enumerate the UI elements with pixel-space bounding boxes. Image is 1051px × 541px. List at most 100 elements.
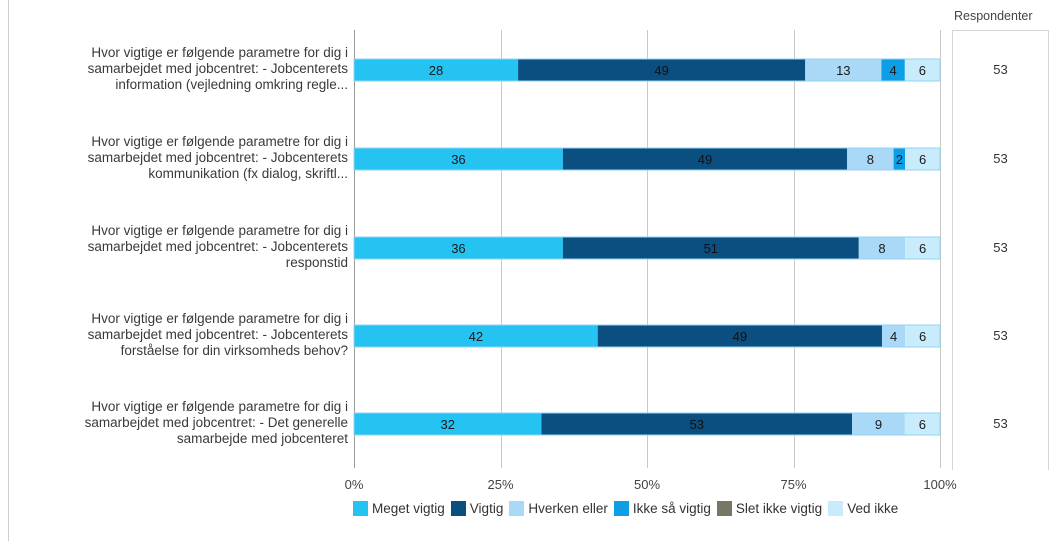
bar-segment (881, 325, 906, 347)
legend-item: Vigtig (450, 499, 504, 517)
question-label-line: Hvor vigtige er følgende parametre for d… (91, 311, 348, 326)
bar-outline (353, 147, 941, 171)
bar-segment (905, 325, 940, 347)
data-label: 4 (890, 63, 897, 78)
legend-item: Ved ikke (828, 499, 898, 517)
data-label: 28 (429, 63, 443, 78)
x-tick-label: 75% (780, 477, 806, 492)
chart-legend: Meget vigtig Vigtig Hverken eller Ikke så v… (353, 499, 913, 517)
x-tick-label: 25% (487, 477, 513, 492)
bar-segment (354, 413, 542, 435)
legend-label: Ved ikke (847, 500, 899, 516)
data-label: 32 (441, 417, 455, 432)
question-label-line: Hvor vigtige er følgende parametre for d… (91, 223, 348, 238)
data-label: 8 (867, 152, 874, 167)
bar-segment (847, 148, 894, 170)
data-label: 13 (836, 63, 850, 78)
question-label-line: information (vejledning omkring regle... (115, 77, 348, 92)
data-label: 6 (919, 329, 926, 344)
x-tick-label: 50% (634, 477, 660, 492)
bar-segment (597, 325, 882, 347)
bar-segment (562, 148, 848, 170)
data-label: 53 (690, 417, 704, 432)
x-tick-label: 100% (923, 477, 957, 492)
legend-swatch (716, 500, 732, 516)
legend-swatch (353, 500, 368, 516)
question-label-line: samarbejdet med jobcentret: - Jobcentere… (87, 327, 348, 342)
legend-label: Ikke så vigtig (632, 500, 711, 516)
respondents-value: 53 (993, 416, 1008, 431)
question-label-line: Hvor vigtige er følgende parametre for d… (91, 134, 348, 149)
data-label: 6 (919, 152, 926, 167)
legend-label: Slet ikke vigtig (735, 500, 823, 516)
data-label: 9 (875, 417, 882, 432)
data-label: 6 (919, 241, 926, 256)
bar-segment (562, 237, 859, 259)
legend-label: Meget vigtig (372, 500, 445, 516)
question-label-line: samarbejde med jobcenteret (176, 431, 348, 446)
bar-outline (353, 236, 941, 260)
question-label: Hvor vigtige er følgende parametre for d… (20, 399, 348, 447)
left-border-line (8, 0, 9, 541)
data-label: 8 (878, 241, 885, 256)
data-label: 4 (890, 329, 897, 344)
legend-item: Slet ikke vigtig (716, 499, 823, 517)
question-label-line: samarbejdet med jobcentret: - Jobcentere… (87, 150, 348, 165)
data-label: 49 (733, 329, 747, 344)
data-label: 51 (704, 241, 718, 256)
bar-segment (852, 413, 905, 435)
question-label: Hvor vigtige er følgende parametre for d… (20, 223, 348, 271)
data-label: 36 (451, 152, 465, 167)
bar-segment (904, 413, 940, 435)
legend-swatch (613, 500, 629, 516)
question-label-line: forståelse for din virksomheds behov? (120, 343, 348, 358)
bar-segment (905, 148, 940, 170)
legend-item: Meget vigtig (353, 499, 445, 517)
question-label: Hvor vigtige er følgende parametre for d… (20, 134, 348, 182)
legend-label: Vigtig (469, 500, 504, 516)
legend-swatch (450, 500, 466, 516)
bar-segment (354, 59, 519, 81)
bar-segment (858, 237, 906, 259)
bar-segment (905, 237, 940, 259)
question-label-line: samarbejdet med jobcentret: - Jobcentere… (87, 239, 348, 254)
bar-segment (518, 59, 806, 81)
bar-segment (354, 148, 563, 170)
question-label: Hvor vigtige er følgende parametre for d… (20, 45, 348, 93)
data-label: 36 (451, 241, 465, 256)
question-label: Hvor vigtige er følgende parametre for d… (20, 311, 348, 359)
bar-segment (354, 325, 598, 347)
x-tick-label: 0% (345, 477, 364, 492)
respondents-header: Respondenter (954, 9, 1033, 23)
bar-segment (904, 59, 940, 81)
respondents-value: 53 (993, 240, 1008, 255)
question-label-line: Hvor vigtige er følgende parametre for d… (91, 399, 348, 414)
legend-swatch (828, 500, 844, 516)
bar-outline (353, 324, 941, 348)
bar-segment (354, 237, 563, 259)
bar-segment (881, 59, 905, 81)
bar-segment (805, 59, 882, 81)
bar-segment (541, 413, 853, 435)
bar-outline (353, 58, 941, 82)
respondents-value: 53 (993, 62, 1008, 77)
data-label: 49 (654, 63, 668, 78)
question-label-line: responstid (285, 255, 348, 270)
bar-segment (893, 148, 906, 170)
bar-outline (353, 412, 941, 436)
data-label: 42 (469, 329, 483, 344)
respondents-column (952, 30, 1049, 470)
legend-label: Hverken eller (528, 500, 608, 516)
data-label: 49 (698, 152, 712, 167)
question-label-line: Hvor vigtige er følgende parametre for d… (91, 45, 348, 60)
data-label: 6 (919, 417, 926, 432)
data-label: 2 (896, 152, 903, 167)
legend-item: Hverken eller (509, 499, 608, 517)
respondents-value: 53 (993, 151, 1008, 166)
question-label-line: samarbejdet med jobcentret: - Jobcentere… (87, 61, 348, 76)
legend-item: Ikke så vigtig (613, 499, 711, 517)
legend-swatch (509, 500, 525, 516)
question-label-line: kommunikation (fx dialog, skriftl... (148, 166, 348, 181)
data-label: 6 (919, 63, 926, 78)
